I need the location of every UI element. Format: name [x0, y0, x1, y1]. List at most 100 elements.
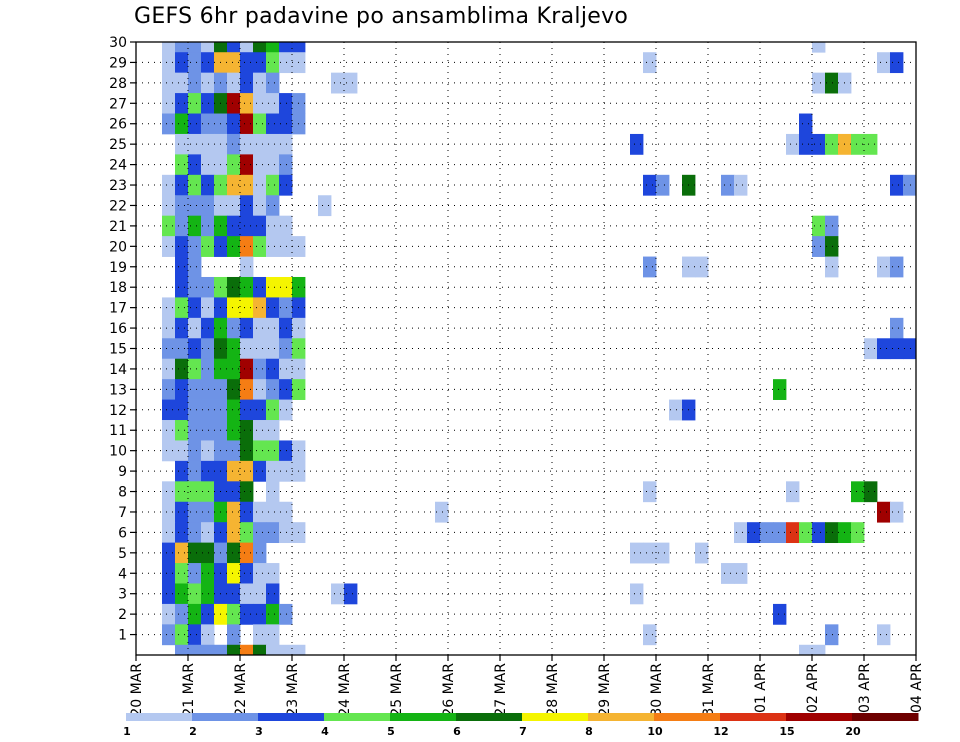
heatmap-cell: [227, 215, 241, 237]
heatmap-cell: [162, 236, 176, 257]
colorbar-label: 12: [713, 725, 728, 738]
heatmap-cells: [162, 42, 917, 656]
heatmap-cell: [162, 542, 176, 564]
colorbar-segment: [192, 713, 259, 721]
colorbar-label: 6: [453, 725, 461, 738]
heatmap-cell: [201, 133, 215, 155]
heatmap-cell: [201, 583, 215, 605]
heatmap-cell: [162, 440, 176, 462]
colorbar-segment: [588, 713, 655, 721]
heatmap-cell: [227, 399, 241, 421]
heatmap-cell: [240, 174, 254, 196]
heatmap-cell: [279, 113, 293, 135]
heatmap-cell: [253, 379, 267, 400]
heatmap-cell: [240, 133, 254, 155]
heatmap-cell: [227, 481, 241, 503]
heatmap-cell: [656, 174, 670, 196]
heatmap-cell: [201, 215, 215, 237]
heatmap-cell: [890, 501, 904, 523]
heatmap-cell: [253, 624, 267, 646]
heatmap-cell: [643, 174, 657, 196]
heatmap-cell: [240, 72, 254, 94]
heatmap-cell: [188, 297, 202, 319]
heatmap-cell: [240, 42, 254, 53]
heatmap-cell: [188, 42, 202, 53]
heatmap-cell: [630, 583, 644, 605]
heatmap-cell: [279, 338, 293, 360]
heatmap-cell: [240, 236, 254, 257]
heatmap-cell: [266, 42, 280, 53]
heatmap-cell: [227, 276, 241, 298]
y-tick-label: 24: [109, 158, 127, 174]
heatmap-cell: [266, 113, 280, 135]
heatmap-cell: [201, 276, 215, 298]
heatmap-cell: [279, 276, 293, 298]
y-tick-label: 4: [118, 566, 127, 582]
x-tick-label: 22 MAR: [233, 663, 249, 717]
heatmap-cell: [201, 42, 215, 53]
y-tick-label: 8: [118, 485, 127, 501]
heatmap-cell: [175, 440, 189, 462]
heatmap-cell: [188, 542, 202, 564]
heatmap-cell: [162, 195, 176, 217]
heatmap-cell: [240, 583, 254, 605]
x-tick-label: 28 MAR: [545, 663, 561, 717]
heatmap-cell: [890, 174, 904, 196]
heatmap-cell: [903, 174, 917, 196]
heatmap-cell: [201, 195, 215, 217]
heatmap-cell: [253, 583, 267, 605]
heatmap-cell: [162, 624, 176, 646]
colorbar-segment: [258, 713, 325, 721]
heatmap-cell: [825, 215, 839, 237]
heatmap-cell: [253, 542, 267, 564]
colorbar-label: 20: [845, 725, 861, 738]
heatmap-cell: [227, 501, 241, 523]
heatmap-cell: [279, 215, 293, 237]
heatmap-cell: [188, 440, 202, 462]
y-tick-label: 15: [109, 342, 127, 358]
heatmap-cell: [201, 297, 215, 319]
heatmap-cell: [240, 563, 254, 584]
heatmap-cell: [227, 644, 241, 656]
heatmap-cell: [812, 522, 826, 544]
heatmap-cell: [253, 113, 267, 135]
heatmap-cell: [227, 195, 241, 217]
y-tick-label: 2: [118, 607, 127, 623]
heatmap-cell: [175, 501, 189, 523]
heatmap-cell: [175, 481, 189, 503]
heatmap-cell: [643, 256, 657, 278]
heatmap-cell: [253, 563, 267, 584]
heatmap-cell: [175, 133, 189, 155]
heatmap-cell: [825, 624, 839, 646]
heatmap-cell: [786, 133, 800, 155]
heatmap-cell: [188, 460, 202, 482]
heatmap-cell: [799, 113, 813, 135]
heatmap-cell: [201, 624, 215, 646]
heatmap-cell: [266, 481, 280, 503]
colorbar-segment: [522, 713, 589, 721]
heatmap-cell: [201, 563, 215, 584]
y-tick-label: 19: [109, 260, 127, 276]
heatmap-cell: [266, 52, 280, 74]
colorbar-segment: [852, 713, 919, 721]
y-tick-label: 14: [109, 362, 127, 378]
heatmap-cell: [253, 358, 267, 380]
heatmap-cell: [188, 338, 202, 360]
heatmap-cell: [253, 603, 267, 625]
heatmap-cell: [175, 93, 189, 114]
heatmap-cell: [188, 317, 202, 339]
heatmap-cell: [188, 276, 202, 298]
y-tick-label: 9: [118, 464, 127, 480]
heatmap-cell: [812, 133, 826, 155]
heatmap-cell: [188, 522, 202, 544]
colorbar-label: 2: [189, 725, 197, 738]
heatmap-cell: [175, 256, 189, 278]
heatmap-cell: [240, 154, 254, 176]
heatmap-cell: [266, 236, 280, 257]
colorbar: 1 2 3 4 5 6 7 8 10 12 15 20: [123, 713, 919, 738]
y-tick-label: 13: [109, 382, 127, 398]
heatmap-cell: [734, 174, 748, 196]
heatmap-cell: [877, 501, 891, 523]
heatmap-cell: [253, 297, 267, 319]
